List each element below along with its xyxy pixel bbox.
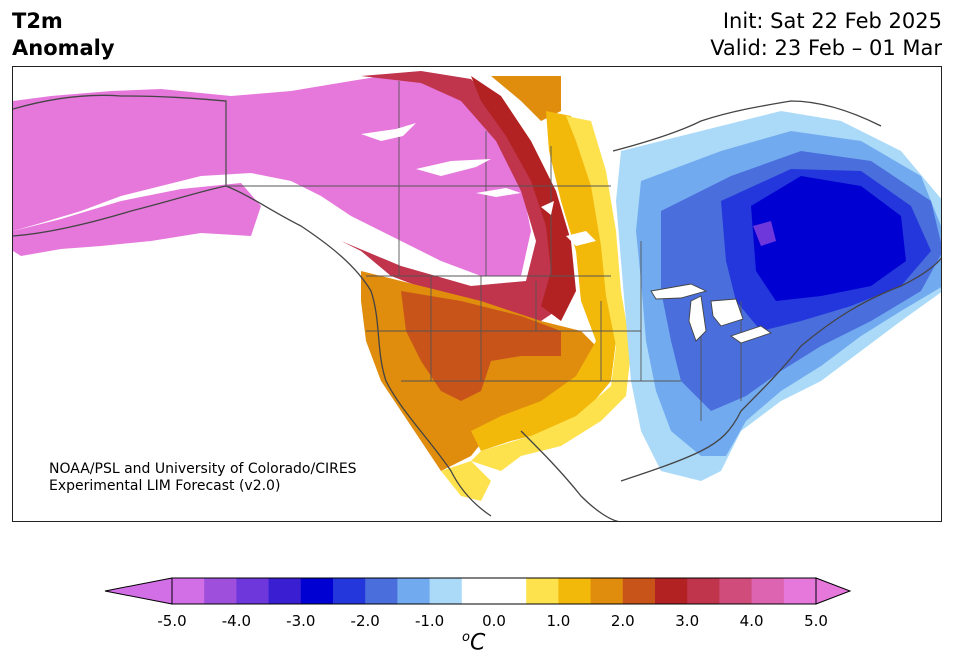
colorbar-cell <box>719 578 753 604</box>
colorbar: -5.0 -4.0 -3.0 -2.0 -1.0 0.0 1.0 2.0 3.0 4.0 5.0 <box>104 577 852 630</box>
map-title: T2m Anomaly <box>12 8 115 62</box>
anomaly-region-northeast-orange <box>491 76 561 121</box>
anomaly-region-quebec-core <box>751 176 906 301</box>
colorbar-tick-label: 1.0 <box>546 612 570 630</box>
colorbar-cell <box>526 578 559 604</box>
political-borders <box>225 81 742 421</box>
anomaly-region-baja-yellow <box>441 461 491 501</box>
colorbar-cell <box>655 578 688 604</box>
colorbar-cell <box>494 578 527 604</box>
colorbar-cell <box>590 578 624 604</box>
anomaly-region-quebec-peak <box>753 221 776 246</box>
colorbar-cell <box>172 578 205 604</box>
valid-date: Valid: 23 Feb – 01 Mar <box>710 36 942 60</box>
colorbar-cell <box>397 578 431 604</box>
title-line-1: T2m <box>12 9 63 33</box>
colorbar-cell <box>365 578 398 604</box>
colorbar-unit: oC <box>462 630 485 655</box>
forecast-dates: Init: Sat 22 Feb 2025 Valid: 23 Feb – 01… <box>710 8 942 62</box>
colorbar-tick-label: -3.0 <box>286 612 315 630</box>
colorbar-tick-label: -1.0 <box>415 612 444 630</box>
colorbar-extend-high <box>815 577 852 605</box>
colorbar-cell <box>236 578 270 604</box>
anomaly-map <box>12 66 942 522</box>
colorbar-cell <box>687 578 720 604</box>
colorbar-cell <box>461 578 495 604</box>
colorbar-extend-low <box>104 577 173 605</box>
colorbar-tick-label: 0.0 <box>482 612 506 630</box>
colorbar-cell <box>429 578 463 604</box>
title-line-2: Anomaly <box>12 36 115 60</box>
colorbar-cell <box>268 578 302 604</box>
colorbar-cell <box>204 578 237 604</box>
colorbar-tick-label: 5.0 <box>804 612 828 630</box>
colorbar-cell <box>751 578 785 604</box>
init-date: Init: Sat 22 Feb 2025 <box>722 9 942 33</box>
map-svg <box>13 71 941 521</box>
colorbar-border <box>171 577 817 605</box>
northern-lakes <box>361 123 596 246</box>
colorbar-tick-label: -2.0 <box>351 612 380 630</box>
colorbar-cell <box>333 578 366 604</box>
colorbar-cell <box>783 578 817 604</box>
colorbar-tick-label: -5.0 <box>157 612 186 630</box>
anomaly-band-yellow <box>471 111 616 451</box>
unit-base: C <box>469 630 486 656</box>
credit-line-2: Experimental LIM Forecast (v2.0) <box>49 478 281 494</box>
great-lakes <box>650 283 772 344</box>
anomaly-region-alaska-peninsula <box>13 183 261 256</box>
colorbar-tick-label: -4.0 <box>222 612 251 630</box>
credit-line-1: NOAA/PSL and University of Colorado/CIRE… <box>49 461 357 477</box>
colorbar-cell <box>300 578 334 604</box>
colorbar-tick-label: 2.0 <box>611 612 635 630</box>
unit-superscript: o <box>462 630 470 645</box>
colorbar-cell <box>622 578 656 604</box>
anomaly-band-red <box>301 71 571 321</box>
anomaly-region-alaska <box>13 73 531 276</box>
map-credit: NOAA/PSL and University of Colorado/CIRE… <box>49 461 357 495</box>
colorbar-tick-label: 4.0 <box>740 612 764 630</box>
colorbar-cell <box>558 578 592 604</box>
colorbar-tick-label: 3.0 <box>675 612 699 630</box>
anomaly-band-darkred <box>471 76 576 321</box>
